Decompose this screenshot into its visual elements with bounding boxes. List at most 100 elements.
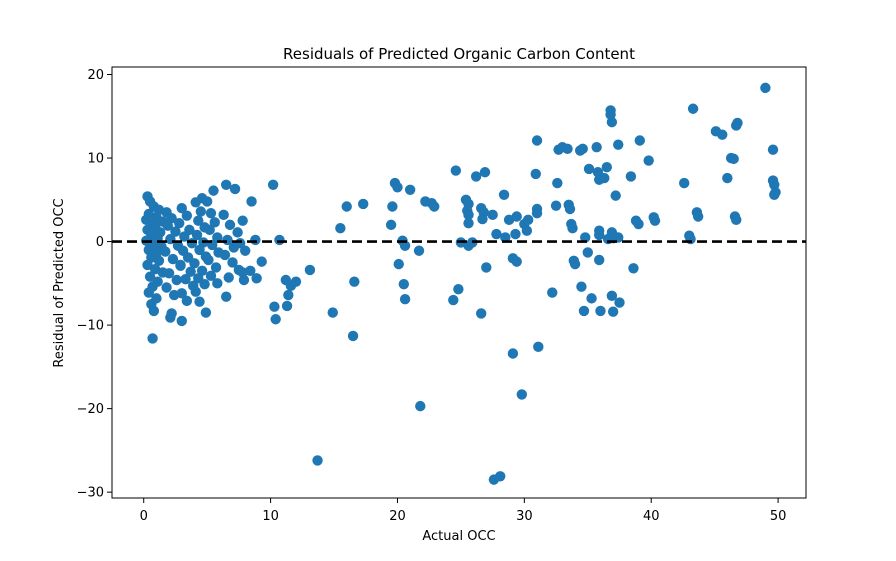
- data-point: [240, 245, 251, 256]
- data-point: [399, 294, 411, 305]
- y-axis-label: Residual of Predicted OCC: [52, 198, 67, 367]
- data-point: [500, 232, 511, 243]
- data-point: [477, 213, 488, 225]
- data-point: [175, 259, 186, 271]
- data-point: [463, 218, 474, 229]
- data-point: [283, 289, 294, 301]
- data-point: [220, 291, 232, 302]
- data-point: [498, 189, 510, 200]
- x-axis-label: Actual OCC: [422, 529, 495, 544]
- data-point: [404, 184, 416, 195]
- data-point: [219, 249, 231, 261]
- data-point: [246, 196, 257, 207]
- data-point: [613, 139, 624, 150]
- data-point: [728, 153, 739, 165]
- data-point: [144, 271, 156, 282]
- data-point: [533, 341, 544, 353]
- data-point: [179, 231, 190, 242]
- y-axis-ticks: 20 10 0 −10 −20 −30: [77, 68, 112, 501]
- data-point: [552, 177, 563, 189]
- data-point: [583, 163, 595, 175]
- data-point: [347, 330, 359, 342]
- data-point: [201, 196, 213, 207]
- x-axis-ticks: 0 10 20 30 40 50: [140, 498, 787, 524]
- data-point: [163, 268, 175, 279]
- data-point: [142, 259, 153, 271]
- data-point: [511, 211, 522, 222]
- data-point: [732, 117, 743, 129]
- data-point: [577, 143, 588, 155]
- data-point: [470, 171, 482, 182]
- data-point: [722, 172, 733, 184]
- data-point: [290, 276, 302, 287]
- data-point: [521, 225, 533, 236]
- data-point: [160, 246, 171, 257]
- x-tick-label: 50: [770, 509, 787, 524]
- data-point: [245, 265, 256, 277]
- data-point: [717, 129, 728, 140]
- data-point: [161, 282, 172, 293]
- x-tick-label: 20: [389, 509, 406, 524]
- x-tick-label: 30: [516, 509, 533, 524]
- data-point: [578, 305, 590, 317]
- data-point: [335, 223, 346, 234]
- data-point: [167, 253, 179, 265]
- data-point: [562, 143, 573, 155]
- data-point: [392, 182, 403, 193]
- data-point: [599, 172, 610, 184]
- data-point: [487, 209, 498, 221]
- data-point: [625, 171, 637, 182]
- chart-title: Residuals of Predicted Organic Carbon Co…: [283, 45, 635, 63]
- data-point: [769, 189, 780, 200]
- data-point: [180, 273, 191, 285]
- data-point: [399, 240, 411, 251]
- data-point: [606, 290, 618, 302]
- data-point: [491, 228, 502, 240]
- data-point: [153, 255, 165, 266]
- data-point: [522, 214, 534, 226]
- data-point: [511, 256, 522, 267]
- data-point: [199, 278, 210, 290]
- data-point: [601, 162, 613, 173]
- data-point: [530, 168, 541, 180]
- data-point: [614, 297, 625, 308]
- data-point: [176, 288, 187, 299]
- data-point: [450, 165, 462, 176]
- data-point: [210, 262, 222, 273]
- data-point: [510, 228, 521, 240]
- data-point: [692, 211, 704, 222]
- data-point: [312, 455, 323, 466]
- data-point: [190, 286, 201, 297]
- data-point: [267, 179, 279, 190]
- data-point: [191, 229, 203, 241]
- data-point: [628, 263, 639, 274]
- data-point: [606, 116, 618, 128]
- data-point: [448, 294, 459, 306]
- data-point: [586, 293, 597, 304]
- data-point: [218, 209, 229, 221]
- y-tick-label: −10: [77, 319, 104, 334]
- data-point: [304, 264, 316, 276]
- data-point: [594, 229, 605, 241]
- data-point: [147, 333, 158, 344]
- data-point: [349, 276, 360, 287]
- data-point: [595, 305, 606, 317]
- data-point: [176, 202, 187, 214]
- data-point: [200, 307, 212, 318]
- data-point: [205, 207, 217, 219]
- data-point: [413, 245, 425, 256]
- data-point: [176, 315, 187, 327]
- data-point: [195, 206, 207, 217]
- data-point: [181, 210, 193, 221]
- data-point: [393, 258, 404, 270]
- data-point: [569, 258, 581, 270]
- y-tick-label: 10: [87, 152, 104, 167]
- data-point: [181, 295, 193, 307]
- data-point: [204, 224, 215, 236]
- data-point: [212, 232, 223, 243]
- data-point: [387, 201, 398, 212]
- data-point: [607, 306, 619, 317]
- data-point: [194, 296, 205, 307]
- data-point: [203, 254, 214, 266]
- data-point: [148, 305, 160, 317]
